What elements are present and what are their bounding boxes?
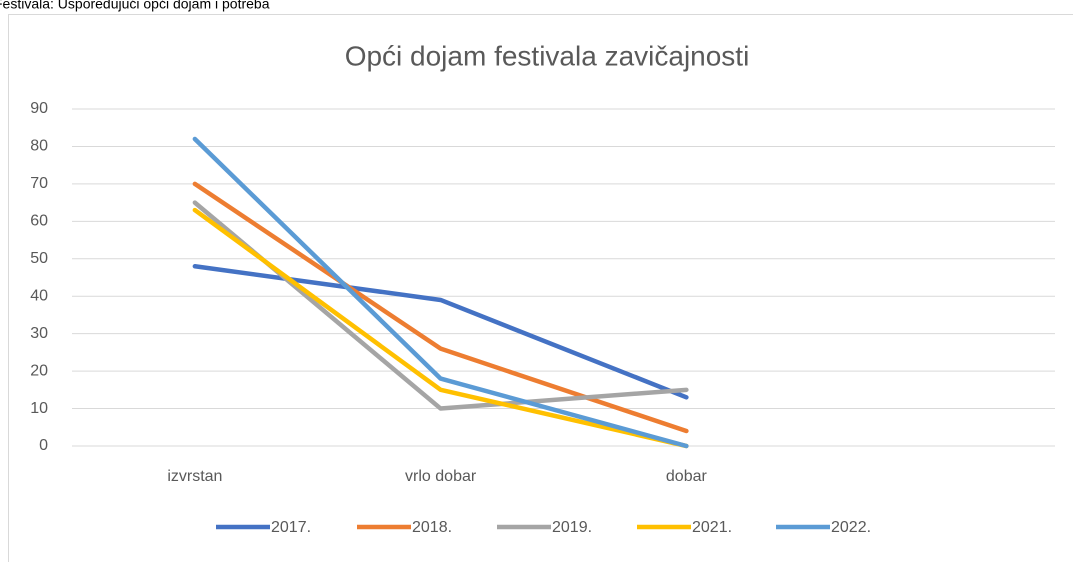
x-tick-label: dobar (666, 468, 708, 485)
y-tick-label: 80 (30, 138, 48, 155)
y-tick-label: 70 (30, 175, 48, 192)
y-tick-label: 10 (30, 400, 48, 417)
y-tick-label: 60 (30, 213, 48, 230)
legend-label: 2017. (271, 519, 311, 536)
chart-title: Opći dojam festivala zavičajnosti (345, 40, 750, 71)
legend-label: 2019. (552, 519, 592, 536)
legend-label: 2022. (831, 519, 871, 536)
legend-label: 2018. (412, 519, 452, 536)
x-tick-label: izvrstan (167, 468, 222, 485)
y-tick-label: 20 (30, 362, 48, 379)
caption: Festivala: Uspoređujući opći dojam i pot… (0, 0, 270, 12)
y-tick-label: 30 (30, 325, 48, 342)
y-tick-label: 40 (30, 287, 48, 304)
y-tick-label: 90 (30, 100, 48, 117)
y-tick-label: 0 (39, 437, 48, 454)
y-tick-label: 50 (30, 250, 48, 267)
series-line (195, 139, 687, 446)
legend-label: 2021. (692, 519, 732, 536)
x-tick-label: vrlo dobar (405, 468, 477, 485)
